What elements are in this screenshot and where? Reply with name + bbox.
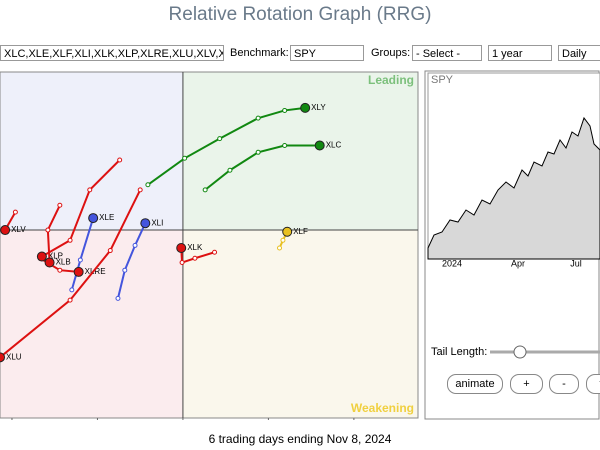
tail-point [282,142,288,148]
plus-button[interactable]: + [510,374,543,394]
tail-line [116,222,147,299]
series-label: XLRE [85,267,106,276]
tail-line [41,159,121,258]
tail-point [122,267,128,273]
series-label: XLU [6,352,22,361]
series-label: XLB [56,258,71,267]
tail-head [0,352,5,363]
tail-point [67,297,73,303]
tail-length-label: Tail Length: [431,346,487,358]
tail-point [255,115,261,121]
tail-head [282,226,293,237]
tail-head [88,213,99,224]
tail-point [57,202,63,208]
series-label: XLF [293,227,308,236]
improving-quadrant [0,72,183,231]
tail-point [179,260,185,266]
groups-select[interactable]: - Select - [412,45,482,61]
leading-quadrant [182,72,418,231]
series-label: XLC [326,141,342,150]
footer: 6 trading days ending Nov 8, 2024 [208,432,392,446]
tail-head [300,102,311,113]
tail-head [176,242,187,253]
minus-button[interactable]: - [549,374,579,394]
series-label: XLV [11,225,26,234]
tail-point [202,187,208,193]
rrg-chart: LeadingWeakening98.0099.00100.00101.0010… [0,71,419,420]
series-label: XLK [187,243,203,252]
tail-point [280,237,286,243]
frequency-select[interactable]: Daily [558,45,600,61]
tail-point [117,157,123,163]
benchmark-input[interactable]: SPY [290,45,364,61]
panel-symbol: SPY [431,74,454,86]
series-label: XLI [151,218,163,227]
tail-head [44,257,55,268]
tail-point [115,295,121,301]
panel-x-label: 2024 [442,258,462,268]
tail-point [182,155,188,161]
series-label: XLE [99,213,114,222]
tail-point [212,249,218,255]
benchmark-label: Benchmark: [230,47,289,59]
tail-point [227,167,233,173]
plot-border [0,71,419,419]
tail-point [137,187,143,193]
tail-head [314,140,325,151]
tail-point [277,245,283,251]
tail-point [282,107,288,113]
tail-head [36,251,47,262]
tail-point [217,136,223,142]
lagging-quadrant [0,230,183,418]
period-select[interactable]: 1 year [488,45,552,61]
price-area [427,116,600,260]
tail-point [145,182,151,188]
tail-line [180,247,215,264]
weakening-quadrant [182,230,418,418]
tail-point [69,287,75,293]
tail-point [192,255,198,261]
tail-head [140,218,151,229]
tail-line [147,106,306,186]
benchmark-panel: SPY 2024 Apr Jul Tail Length: [424,70,600,420]
quadrant-label: Leading [368,73,414,87]
series-label: XLY [311,103,326,112]
tail-point [255,149,261,155]
tail-point [12,209,18,215]
tail-point [57,267,63,273]
groups-label: Groups: [371,47,411,59]
animate-button[interactable]: animate [447,374,503,394]
series-label: XLP [48,252,63,261]
title: Relative Rotation Graph (RRG) [168,4,432,25]
tail-point [132,242,138,248]
tail-head [0,225,11,236]
tail-line [0,189,142,359]
tail-point [77,257,83,263]
tail-point [107,248,113,254]
tail-point [87,187,93,193]
tail-point [45,227,51,233]
panel-x-label: Apr [511,258,525,268]
symbols-input[interactable]: XLC,XLE,XLF,XLI,XLK,XLP,XLRE,XLU,XLV,XL [0,45,224,61]
panel-x-label: Jul [570,258,582,268]
quadrant-label: Weakening [351,401,414,415]
tail-head [73,266,84,277]
slider-thumb[interactable] [513,345,527,359]
tail-point [67,237,73,243]
more-button[interactable]: f [586,374,600,394]
